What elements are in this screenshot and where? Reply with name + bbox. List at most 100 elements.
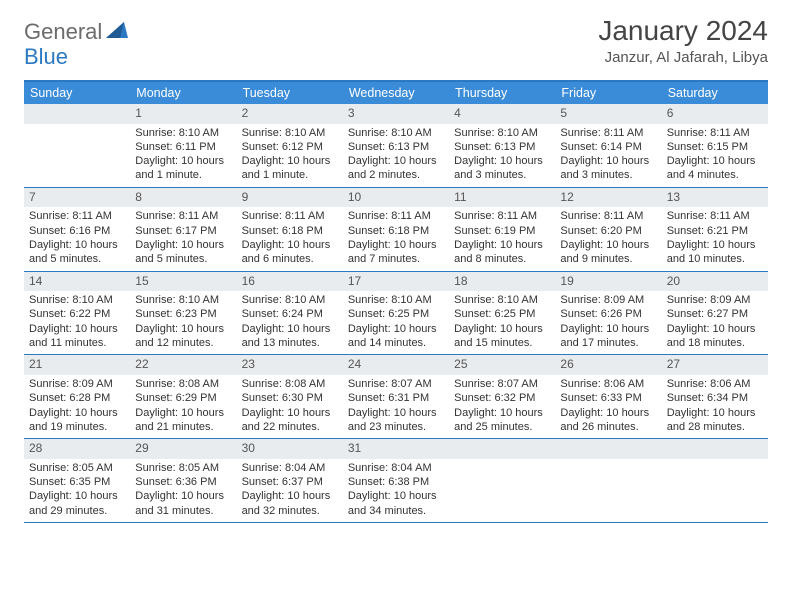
- day-number: 13: [662, 188, 768, 208]
- day-content: Sunrise: 8:10 AMSunset: 6:11 PMDaylight:…: [130, 124, 236, 187]
- day-content: Sunrise: 8:11 AMSunset: 6:16 PMDaylight:…: [24, 207, 130, 270]
- day-number: 20: [662, 272, 768, 292]
- day-header: Wednesday: [343, 82, 449, 104]
- day-number: 18: [449, 272, 555, 292]
- sunrise-line: Sunrise: 8:11 AM: [667, 209, 763, 223]
- day-cell: 29Sunrise: 8:05 AMSunset: 6:36 PMDayligh…: [130, 439, 236, 522]
- day-cell: 5Sunrise: 8:11 AMSunset: 6:14 PMDaylight…: [555, 104, 661, 187]
- sunset-line: Sunset: 6:19 PM: [454, 224, 550, 238]
- daylight-line: Daylight: 10 hours and 21 minutes.: [135, 406, 231, 435]
- sunrise-line: Sunrise: 8:04 AM: [242, 461, 338, 475]
- sunrise-line: Sunrise: 8:10 AM: [242, 293, 338, 307]
- day-number: 2: [237, 104, 343, 124]
- day-number: 3: [343, 104, 449, 124]
- day-content: Sunrise: 8:11 AMSunset: 6:14 PMDaylight:…: [555, 124, 661, 187]
- sunset-line: Sunset: 6:33 PM: [560, 391, 656, 405]
- sunrise-line: Sunrise: 8:07 AM: [348, 377, 444, 391]
- day-content: Sunrise: 8:10 AMSunset: 6:25 PMDaylight:…: [449, 291, 555, 354]
- sunrise-line: Sunrise: 8:10 AM: [454, 293, 550, 307]
- sunset-line: Sunset: 6:31 PM: [348, 391, 444, 405]
- daylight-line: Daylight: 10 hours and 14 minutes.: [348, 322, 444, 351]
- day-number: 7: [24, 188, 130, 208]
- day-cell: 2Sunrise: 8:10 AMSunset: 6:12 PMDaylight…: [237, 104, 343, 187]
- day-content: Sunrise: 8:05 AMSunset: 6:35 PMDaylight:…: [24, 459, 130, 522]
- daylight-line: Daylight: 10 hours and 3 minutes.: [454, 154, 550, 183]
- day-cell: 12Sunrise: 8:11 AMSunset: 6:20 PMDayligh…: [555, 188, 661, 271]
- daylight-line: Daylight: 10 hours and 19 minutes.: [29, 406, 125, 435]
- day-header: Tuesday: [237, 82, 343, 104]
- day-content: Sunrise: 8:04 AMSunset: 6:38 PMDaylight:…: [343, 459, 449, 522]
- daylight-line: Daylight: 10 hours and 28 minutes.: [667, 406, 763, 435]
- day-cell: 9Sunrise: 8:11 AMSunset: 6:18 PMDaylight…: [237, 188, 343, 271]
- sunset-line: Sunset: 6:29 PM: [135, 391, 231, 405]
- day-number: 27: [662, 355, 768, 375]
- day-header: Monday: [130, 82, 236, 104]
- daylight-line: Daylight: 10 hours and 8 minutes.: [454, 238, 550, 267]
- sunrise-line: Sunrise: 8:10 AM: [348, 293, 444, 307]
- day-header: Friday: [555, 82, 661, 104]
- day-cell: [24, 104, 130, 187]
- daylight-line: Daylight: 10 hours and 31 minutes.: [135, 489, 231, 518]
- daylight-line: Daylight: 10 hours and 17 minutes.: [560, 322, 656, 351]
- sunset-line: Sunset: 6:38 PM: [348, 475, 444, 489]
- sunset-line: Sunset: 6:37 PM: [242, 475, 338, 489]
- sunset-line: Sunset: 6:20 PM: [560, 224, 656, 238]
- day-number: 31: [343, 439, 449, 459]
- day-number: 11: [449, 188, 555, 208]
- week-row: 7Sunrise: 8:11 AMSunset: 6:16 PMDaylight…: [24, 188, 768, 272]
- sunrise-line: Sunrise: 8:06 AM: [560, 377, 656, 391]
- day-cell: 30Sunrise: 8:04 AMSunset: 6:37 PMDayligh…: [237, 439, 343, 522]
- sunset-line: Sunset: 6:15 PM: [667, 140, 763, 154]
- day-cell: 4Sunrise: 8:10 AMSunset: 6:13 PMDaylight…: [449, 104, 555, 187]
- sunset-line: Sunset: 6:30 PM: [242, 391, 338, 405]
- sunrise-line: Sunrise: 8:06 AM: [667, 377, 763, 391]
- day-content: Sunrise: 8:09 AMSunset: 6:26 PMDaylight:…: [555, 291, 661, 354]
- day-cell: 23Sunrise: 8:08 AMSunset: 6:30 PMDayligh…: [237, 355, 343, 438]
- day-content: Sunrise: 8:10 AMSunset: 6:23 PMDaylight:…: [130, 291, 236, 354]
- sunrise-line: Sunrise: 8:10 AM: [454, 126, 550, 140]
- day-content: Sunrise: 8:05 AMSunset: 6:36 PMDaylight:…: [130, 459, 236, 522]
- daylight-line: Daylight: 10 hours and 26 minutes.: [560, 406, 656, 435]
- calendar-header-row: SundayMondayTuesdayWednesdayThursdayFrid…: [24, 82, 768, 104]
- logo: General: [24, 15, 128, 45]
- calendar-body: 1Sunrise: 8:10 AMSunset: 6:11 PMDaylight…: [24, 104, 768, 523]
- sunrise-line: Sunrise: 8:11 AM: [242, 209, 338, 223]
- day-number: 25: [449, 355, 555, 375]
- sunrise-line: Sunrise: 8:10 AM: [29, 293, 125, 307]
- sunset-line: Sunset: 6:32 PM: [454, 391, 550, 405]
- day-cell: 15Sunrise: 8:10 AMSunset: 6:23 PMDayligh…: [130, 272, 236, 355]
- daylight-line: Daylight: 10 hours and 25 minutes.: [454, 406, 550, 435]
- sunset-line: Sunset: 6:21 PM: [667, 224, 763, 238]
- day-cell: 17Sunrise: 8:10 AMSunset: 6:25 PMDayligh…: [343, 272, 449, 355]
- day-cell: 13Sunrise: 8:11 AMSunset: 6:21 PMDayligh…: [662, 188, 768, 271]
- day-content: Sunrise: 8:11 AMSunset: 6:17 PMDaylight:…: [130, 207, 236, 270]
- logo-text-general: General: [24, 19, 102, 45]
- title-block: January 2024 Janzur, Al Jafarah, Libya: [598, 15, 768, 66]
- daylight-line: Daylight: 10 hours and 2 minutes.: [348, 154, 444, 183]
- sunrise-line: Sunrise: 8:05 AM: [135, 461, 231, 475]
- sunrise-line: Sunrise: 8:04 AM: [348, 461, 444, 475]
- daylight-line: Daylight: 10 hours and 11 minutes.: [29, 322, 125, 351]
- sunset-line: Sunset: 6:25 PM: [348, 307, 444, 321]
- day-content: Sunrise: 8:10 AMSunset: 6:13 PMDaylight:…: [343, 124, 449, 187]
- day-number: 24: [343, 355, 449, 375]
- day-number: 12: [555, 188, 661, 208]
- daylight-line: Daylight: 10 hours and 15 minutes.: [454, 322, 550, 351]
- day-content: Sunrise: 8:09 AMSunset: 6:28 PMDaylight:…: [24, 375, 130, 438]
- day-content: Sunrise: 8:11 AMSunset: 6:19 PMDaylight:…: [449, 207, 555, 270]
- daylight-line: Daylight: 10 hours and 4 minutes.: [667, 154, 763, 183]
- day-cell: 3Sunrise: 8:10 AMSunset: 6:13 PMDaylight…: [343, 104, 449, 187]
- daylight-line: Daylight: 10 hours and 7 minutes.: [348, 238, 444, 267]
- day-cell: 7Sunrise: 8:11 AMSunset: 6:16 PMDaylight…: [24, 188, 130, 271]
- sunset-line: Sunset: 6:25 PM: [454, 307, 550, 321]
- sunset-line: Sunset: 6:12 PM: [242, 140, 338, 154]
- daylight-line: Daylight: 10 hours and 10 minutes.: [667, 238, 763, 267]
- day-cell: 25Sunrise: 8:07 AMSunset: 6:32 PMDayligh…: [449, 355, 555, 438]
- logo-text-blue: Blue: [24, 44, 68, 69]
- page-header: General January 2024 Janzur, Al Jafarah,…: [0, 0, 792, 72]
- sunset-line: Sunset: 6:18 PM: [242, 224, 338, 238]
- day-cell: 22Sunrise: 8:08 AMSunset: 6:29 PMDayligh…: [130, 355, 236, 438]
- day-content: Sunrise: 8:06 AMSunset: 6:34 PMDaylight:…: [662, 375, 768, 438]
- day-number: 4: [449, 104, 555, 124]
- day-content: Sunrise: 8:10 AMSunset: 6:25 PMDaylight:…: [343, 291, 449, 354]
